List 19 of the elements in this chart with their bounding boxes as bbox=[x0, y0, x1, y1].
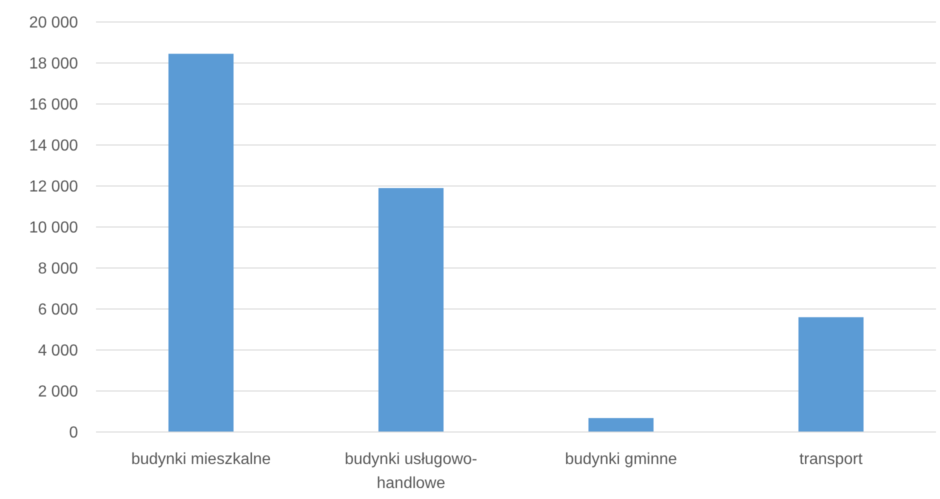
y-tick-label: 20 000 bbox=[29, 14, 78, 32]
bar bbox=[588, 418, 654, 432]
bar bbox=[168, 54, 234, 432]
bar bbox=[798, 317, 864, 432]
bar bbox=[378, 188, 444, 432]
y-tick-label: 14 000 bbox=[29, 138, 78, 155]
x-tick-label: budynki mieszkalne bbox=[131, 451, 271, 468]
y-tick-label: 12 000 bbox=[29, 178, 78, 196]
x-tick-label: budynki usługowo-handlowe bbox=[344, 451, 478, 492]
y-tick-label: 0 bbox=[69, 424, 78, 442]
y-tick-label: 6 000 bbox=[38, 302, 78, 319]
y-tick-label: 10 000 bbox=[29, 220, 78, 237]
x-tick-label: transport bbox=[799, 451, 864, 468]
y-tick-label: 18 000 bbox=[29, 56, 78, 73]
y-tick-label: 2 000 bbox=[38, 384, 78, 401]
x-tick-label: budynki gminne bbox=[564, 451, 678, 468]
y-tick-label: 16 000 bbox=[29, 96, 78, 114]
y-tick-label: 8 000 bbox=[38, 260, 78, 278]
y-tick-label: 4 000 bbox=[38, 342, 78, 360]
